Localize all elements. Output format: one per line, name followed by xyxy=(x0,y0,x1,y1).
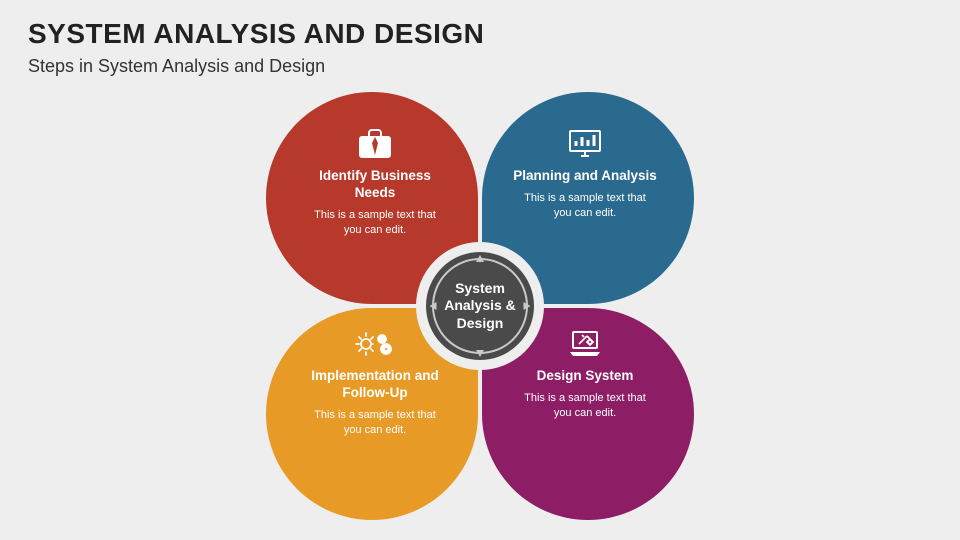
four-petal-diagram: Identify Business Needs This is a sample… xyxy=(260,86,700,526)
petal-title: Planning and Analysis xyxy=(513,168,657,185)
petal-title: Implementation and Follow-Up xyxy=(300,368,450,402)
center-hub: System Analysis & Design xyxy=(416,242,544,370)
petal-title: Design System xyxy=(537,368,634,385)
page-subtitle: Steps in System Analysis and Design xyxy=(28,56,325,77)
monitor-chart-icon xyxy=(565,126,605,162)
page-title: SYSTEM ANALYSIS AND DESIGN xyxy=(28,18,484,50)
gears-bulb-icon xyxy=(355,326,395,362)
petal-desc: This is a sample text that you can edit. xyxy=(520,191,650,221)
laptop-tools-icon xyxy=(565,326,605,362)
petal-desc: This is a sample text that you can edit. xyxy=(310,208,440,238)
petal-desc: This is a sample text that you can edit. xyxy=(310,408,440,438)
cycle-arrow-icon xyxy=(476,350,484,357)
briefcase-tie-icon xyxy=(355,126,395,162)
cycle-arrow-icon xyxy=(476,255,484,262)
center-label: System Analysis & Design xyxy=(426,280,534,333)
petal-desc: This is a sample text that you can edit. xyxy=(520,391,650,421)
petal-title: Identify Business Needs xyxy=(300,168,450,202)
